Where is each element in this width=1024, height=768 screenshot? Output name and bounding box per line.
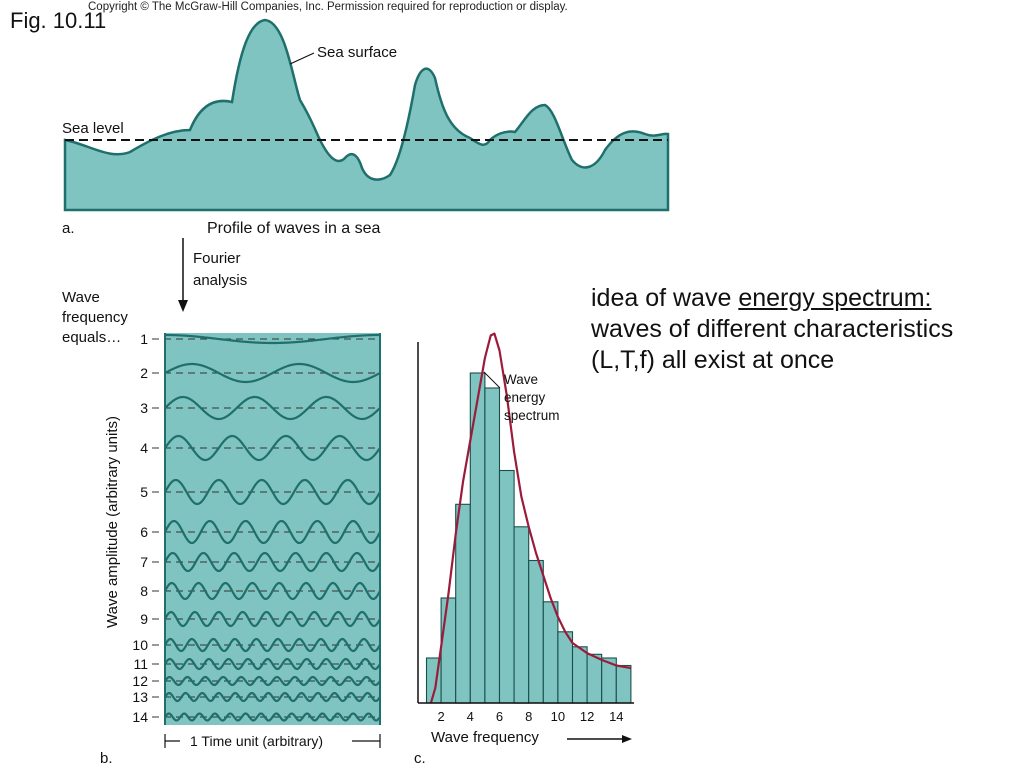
spectrum-bar [586,653,603,704]
frequency-tick-label: 1 [140,331,148,347]
component-wave [165,333,380,345]
sea-surface-leader [289,52,315,65]
component-wave [164,657,381,671]
component-wave [164,478,381,506]
spectrum-bar [455,503,471,704]
panel-c-letter: c. [414,750,426,767]
figure-label: Fig. 10.11 [10,8,107,33]
component-wave [164,691,381,703]
frequency-tick-label: 10 [551,709,565,724]
panel-a-caption: Profile of waves in a sea [207,220,381,237]
spectrum-bar [571,646,588,704]
spectrum-label-1: Wave [504,372,538,387]
frequency-tick-label: 4 [140,440,148,456]
component-wave [164,581,381,601]
time-unit-label-bg [180,731,352,751]
component-wave [164,551,381,573]
frequency-tick-label: 14 [132,709,148,725]
panel-b-letter: b. [100,750,113,767]
freq-heading-2: frequency [62,309,128,326]
component-wave [164,434,381,462]
fourier-label-2: analysis [193,272,247,289]
spectrum-bar [528,559,544,704]
fourier-label-1: Fourier [193,250,241,267]
frequency-tick-label: 12 [580,709,594,724]
frequency-tick-label: 9 [140,611,148,627]
frequency-tick-label: 6 [140,524,148,540]
frequency-tick-label: 7 [140,554,148,570]
frequency-tick-label: 3 [140,400,148,416]
frequency-tick-label: 4 [467,709,474,724]
freq-heading-1: Wave [62,289,100,306]
amplitude-axis-label: Wave amplitude (arbitrary units) [104,416,121,628]
spectrum-bar [498,469,515,704]
sea-surface-label: Sea surface [317,44,397,61]
frequency-tick-label: 2 [437,709,444,724]
energy-spectrum-panel: 2 4 6 8 10 12 14 [425,332,632,724]
component-wave [164,675,381,687]
frequency-tick-label: 12 [132,673,148,689]
panel-a-letter: a. [62,220,75,237]
frequency-tick-label: 14 [609,709,623,724]
wave-frequency-label: Wave frequency [431,729,539,746]
spectrum-label-3: spectrum [504,408,560,423]
spectrum-bar [557,631,574,704]
frequency-tick-label: 10 [132,637,148,653]
spectrum-bar [542,601,559,704]
component-wave [164,637,381,653]
frequency-tick-label: 2 [140,365,148,381]
frequency-tick-label: 5 [140,484,148,500]
frequency-tick-label: 13 [132,689,148,705]
sea-surface-profile [63,18,670,212]
wave-frequency-arrow-head [622,735,632,743]
fourier-arrow-head [178,300,188,312]
component-wave [164,519,381,545]
spectrum-bar [615,664,632,704]
component-wave [164,395,381,421]
component-wave [164,712,381,722]
energy-spectrum-note: idea of wave energy spectrum: waves of d… [591,283,1001,376]
component-wave [164,610,381,628]
waves-background [165,333,380,725]
spectrum-bar [440,597,457,704]
frequency-tick-label: 8 [140,583,148,599]
freq-heading-3: equals… [62,329,121,346]
frequency-tick-label: 8 [525,709,532,724]
note-body: waves of different characteristics (L,T,… [591,315,954,374]
frequency-tick-label: 11 [133,656,148,672]
energy-spectrum-curve [429,332,632,704]
spectrum-bar [513,526,530,704]
copyright-notice: Copyright © The McGraw-Hill Companies, I… [88,1,568,13]
sea-level-label: Sea level [62,120,124,137]
spectrum-label-leader [483,371,501,389]
note-prefix: idea of wave [591,284,739,312]
component-wave [164,362,381,384]
frequency-tick-label: 6 [496,709,503,724]
spectrum-bar [484,387,501,704]
time-unit-label: 1 Time unit (arbitrary) [190,733,323,749]
note-underlined: energy spectrum: [738,284,932,312]
spectrum-label-2: energy [504,390,546,405]
